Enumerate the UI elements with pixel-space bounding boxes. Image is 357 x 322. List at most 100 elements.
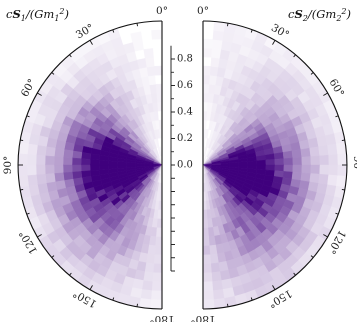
left-heat-cell: [154, 254, 163, 265]
left-heat-cell: [146, 253, 156, 264]
left-heat-cell: [125, 161, 136, 166]
left-heat-cell: [157, 209, 163, 220]
right-heat-cell: [247, 160, 258, 166]
right-heat-cell: [337, 153, 348, 166]
left-heat-cell: [81, 152, 92, 160]
right-heat-cell: [318, 145, 329, 157]
left-heat-cell: [80, 164, 91, 172]
right-heat-cell: [300, 147, 311, 158]
left-angle-tick-label: 0°: [156, 5, 168, 17]
left-heat-cell: [17, 153, 28, 166]
left-panel: 0°30°60°90°120°150°180°cS1/(Gm12): [2, 5, 175, 322]
right-heat-cell: [283, 164, 294, 173]
left-angle-tick-mark: [112, 297, 115, 301]
right-angle-tick-mark: [293, 272, 296, 276]
left-heat-cell: [143, 271, 154, 282]
left-heat-cell: [89, 164, 100, 171]
right-heat-cell: [265, 164, 276, 171]
right-angle-tick-mark: [323, 92, 328, 96]
right-heat-cell: [211, 48, 222, 59]
left-angle-tick-mark: [69, 54, 72, 58]
left-heat-cell: [89, 159, 100, 166]
left-heat-cell: [27, 143, 38, 156]
left-heat-cell: [35, 154, 46, 166]
right-heat-cell: [202, 83, 210, 94]
left-heat-cell: [62, 164, 73, 173]
right-heat-cell: [319, 154, 330, 166]
right-heat-cell: [202, 47, 213, 58]
colorbar-tick-label: 0.6: [177, 80, 193, 91]
right-heat-cell: [202, 74, 211, 85]
right-angle-tick-mark: [250, 29, 253, 33]
left-angle-tick-mark: [37, 92, 42, 96]
right-heat-cell: [211, 39, 223, 50]
left-angle-tick-mark: [89, 285, 93, 290]
right-heat-cell: [202, 299, 215, 310]
right-heat-cell: [283, 157, 294, 166]
left-panel-title: cS1/(Gm12): [6, 7, 69, 23]
right-heat-cell: [209, 244, 218, 255]
left-heat-cell: [62, 157, 73, 166]
colorbar-tick-label: 0.4: [177, 107, 193, 118]
right-heat-cell: [202, 236, 210, 247]
right-heat-cell: [202, 263, 212, 274]
left-angle-tick-mark: [51, 255, 55, 258]
right-heat-cell: [210, 262, 221, 273]
left-angle-tick-mark: [20, 139, 24, 141]
left-heat-cell: [36, 145, 47, 157]
right-heat-cell: [265, 159, 276, 166]
right-heat-cell: [310, 155, 321, 166]
right-angle-tick-mark: [335, 212, 339, 215]
left-heat-cell: [151, 29, 163, 40]
right-heat-cell: [309, 173, 320, 184]
left-heat-cell: [152, 272, 163, 283]
right-heat-cell: [291, 149, 302, 159]
left-heat-cell: [98, 159, 109, 166]
left-angle-tick-mark: [136, 303, 138, 307]
right-heat-cell: [274, 164, 285, 172]
right-heat-cell: [212, 289, 225, 300]
left-heat-cell: [130, 31, 143, 43]
left-heat-cell: [53, 164, 64, 174]
right-angle-tick-mark: [310, 255, 314, 258]
left-heat-cell: [140, 289, 153, 300]
left-heat-cell: [156, 92, 163, 103]
right-heat-cell: [318, 173, 329, 185]
right-angle-tick-mark: [250, 297, 253, 301]
left-heat-cell: [154, 245, 163, 256]
right-heat-cell: [327, 174, 338, 187]
left-heat-cell: [150, 299, 163, 310]
left-heat-cell: [156, 218, 163, 229]
left-heat-cell: [151, 290, 163, 301]
left-heat-cell: [44, 164, 55, 175]
left-heat-cell: [45, 146, 56, 157]
left-heat-cell: [149, 235, 157, 246]
right-heat-cell: [202, 281, 214, 292]
left-heat-cell: [155, 83, 163, 94]
right-heat-cell: [282, 150, 293, 159]
right-angle-tick-mark: [335, 115, 339, 118]
colorbar-tick-label: 0.0: [177, 160, 193, 171]
right-angle-tick-mark: [341, 189, 345, 191]
colorbar-tick-label: 0.2: [177, 133, 193, 144]
right-heat-cell: [309, 146, 320, 157]
right-angle-tick-mark: [272, 285, 276, 290]
left-heat-cell: [44, 155, 55, 166]
right-heat-cells: [202, 21, 348, 310]
right-angle-tick-label: 0°: [197, 5, 209, 17]
left-heat-cell: [107, 160, 118, 166]
left-heat-cell: [35, 164, 46, 176]
right-panel: 0°30°60°90°120°150°180°cS2/(Gm22): [190, 5, 357, 322]
right-heat-cell: [327, 143, 338, 156]
left-angle-tick-mark: [69, 272, 72, 276]
left-angle-tick-mark: [37, 234, 42, 238]
left-heat-cell: [63, 149, 74, 159]
colorbar: 0.8 0.6 0.4 0.2 0.0: [170, 45, 193, 272]
left-angle-tick-label: 90°: [2, 156, 14, 175]
left-angle-tick-mark: [26, 212, 30, 215]
left-angle-tick-mark: [112, 29, 115, 33]
left-heat-cell: [72, 150, 83, 159]
right-heat-cell: [211, 280, 223, 291]
left-angle-tick-mark: [136, 23, 138, 27]
